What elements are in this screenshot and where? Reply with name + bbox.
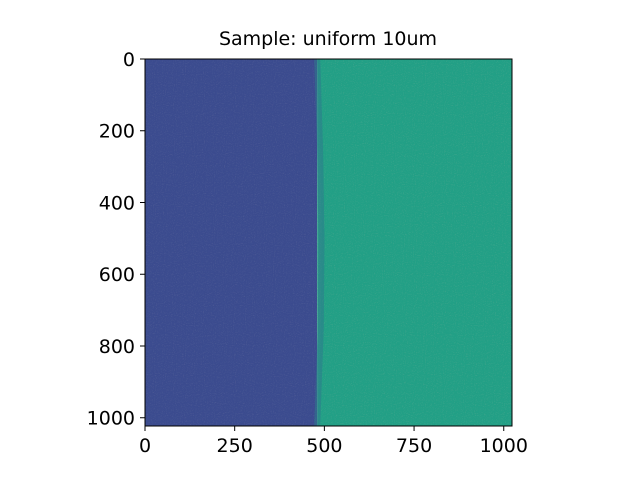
chart-title: Sample: uniform 10um xyxy=(218,28,438,50)
y-tick-label: 1000 xyxy=(87,408,135,430)
y-axis: 0 200 400 600 800 1000 xyxy=(87,49,145,430)
y-tick-label: 800 xyxy=(99,336,135,358)
plot-frame xyxy=(144,58,513,427)
x-tick-label: 0 xyxy=(139,435,151,457)
x-tick-label: 500 xyxy=(306,435,342,457)
heatmap-transition-band xyxy=(314,58,325,427)
y-tick-label: 200 xyxy=(99,121,135,143)
y-tick-label: 0 xyxy=(123,49,135,71)
x-tick-label: 250 xyxy=(217,435,253,457)
y-tick-label: 400 xyxy=(99,192,135,214)
heatmap-edge-region xyxy=(317,59,512,426)
plot-area xyxy=(144,58,513,427)
y-tick-label: 600 xyxy=(99,264,135,286)
heatmap-region-left xyxy=(145,59,318,426)
x-tick-label: 1000 xyxy=(480,435,528,457)
x-axis: 0 250 500 750 1000 xyxy=(139,426,528,457)
x-tick-label: 750 xyxy=(396,435,432,457)
